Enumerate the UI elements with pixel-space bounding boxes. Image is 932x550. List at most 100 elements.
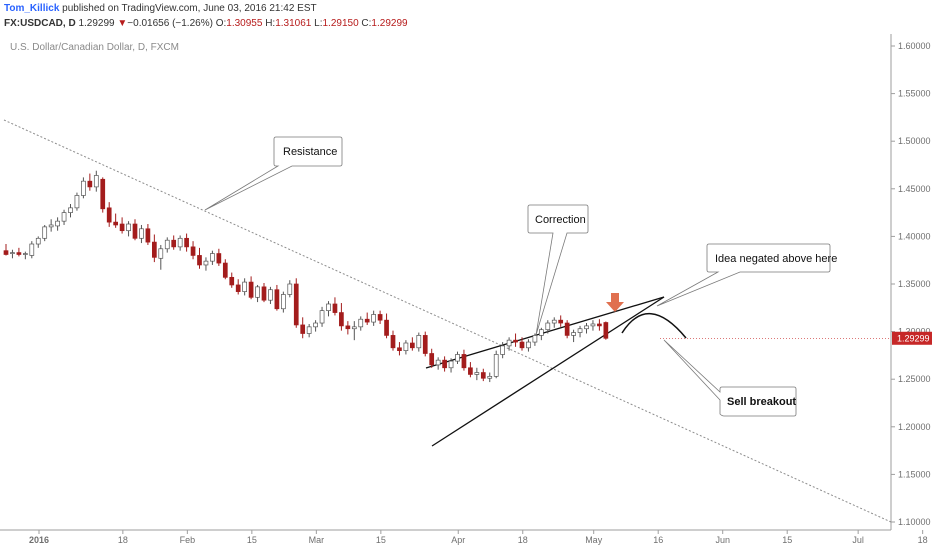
chart-header: Tom_Killick published on TradingView.com…	[0, 0, 932, 34]
candle-body	[326, 303, 331, 312]
candle	[371, 310, 376, 326]
candle-body	[416, 335, 422, 349]
candle	[106, 202, 112, 227]
candle	[61, 209, 67, 225]
open-label: O:	[215, 18, 227, 29]
candle	[577, 325, 583, 338]
candle	[538, 327, 544, 341]
candle	[584, 323, 589, 334]
candle-body	[281, 294, 286, 310]
svg-text:1.29299: 1.29299	[897, 333, 930, 343]
candle	[281, 291, 286, 313]
candle	[319, 306, 325, 327]
candle-body	[100, 178, 106, 210]
publish-line: Tom_Killick published on TradingView.com…	[4, 3, 317, 14]
candle-body	[468, 367, 473, 375]
candle	[87, 173, 93, 191]
candle-body	[222, 262, 228, 278]
candle	[416, 332, 422, 352]
price-tick-label: 1.45000	[898, 184, 931, 194]
candle	[558, 315, 564, 327]
candle	[455, 351, 460, 364]
candle-body	[442, 359, 447, 369]
down-arrow-marker-icon	[606, 293, 624, 312]
author-link[interactable]: Tom_Killick	[4, 3, 60, 14]
candle	[197, 247, 202, 269]
change-value: −0.01656 (−1.26%)	[127, 18, 213, 29]
candle	[487, 372, 493, 383]
candle-body	[422, 335, 428, 354]
candle	[603, 321, 609, 340]
candle-body	[371, 314, 376, 323]
candle	[184, 233, 189, 252]
candle	[448, 358, 454, 373]
candle-body	[390, 335, 396, 349]
candle-body	[184, 237, 189, 248]
candle-body	[126, 223, 131, 232]
time-axis: 2016 18 Feb 15 Mar 15 Apr 18 May 16 Jun 15 Jul 18	[29, 530, 928, 545]
candle-body	[3, 250, 9, 255]
candle	[145, 224, 151, 245]
candle	[68, 204, 73, 218]
candle-body	[113, 221, 119, 226]
time-tick-label: 16	[653, 535, 663, 545]
candle-body	[397, 347, 402, 351]
candle	[74, 192, 80, 211]
candle	[23, 251, 28, 260]
candle-body	[590, 323, 596, 327]
candle-body	[455, 354, 460, 362]
candle	[293, 278, 299, 328]
candle	[216, 248, 222, 266]
candle	[242, 278, 247, 296]
candle-body	[216, 253, 222, 264]
candlestick-series	[3, 170, 609, 383]
candle	[500, 342, 505, 359]
candle	[597, 319, 602, 331]
candle-body	[23, 253, 28, 255]
time-tick-label: 2016	[29, 535, 49, 545]
time-tick-label: Mar	[309, 535, 325, 545]
candle-body	[158, 248, 164, 259]
candle	[442, 356, 447, 372]
sell-breakout-callout: Sell breakout	[663, 339, 796, 417]
candle	[351, 321, 357, 341]
candle	[158, 244, 164, 270]
candle-body	[229, 276, 235, 286]
candle	[390, 330, 396, 351]
candle	[306, 323, 312, 338]
candle-body	[55, 220, 60, 227]
candle-body	[351, 326, 357, 330]
time-tick-label: Jul	[852, 535, 864, 545]
candle	[435, 357, 441, 370]
candle-body	[164, 239, 170, 250]
candle	[480, 368, 486, 382]
candle-body	[384, 319, 389, 336]
candle	[100, 177, 106, 213]
published-text: published on TradingView.com, June 03, 2…	[62, 3, 317, 14]
candle-body	[500, 345, 505, 355]
candle	[235, 279, 241, 295]
resistance-trendline	[3, 119, 892, 523]
candle-body	[145, 228, 151, 243]
candle	[126, 221, 131, 237]
candle-body	[410, 342, 415, 349]
price-tick-label: 1.60000	[898, 41, 931, 51]
candle-body	[603, 322, 609, 339]
candle	[532, 333, 538, 346]
candle-body	[132, 223, 138, 239]
candle-body	[300, 324, 306, 334]
candle	[519, 337, 525, 351]
candle-body	[564, 322, 570, 336]
chart-title: U.S. Dollar/Canadian Dollar, D, FXCM	[10, 42, 179, 53]
rounding-top-arc	[621, 313, 687, 339]
candle-body	[513, 339, 518, 343]
candle	[261, 283, 267, 303]
candle-body	[268, 289, 273, 301]
price-tick-label: 1.50000	[898, 136, 931, 146]
candle	[55, 217, 60, 231]
candle	[551, 317, 557, 328]
candle-body	[10, 252, 15, 254]
candle-body	[474, 372, 480, 375]
candle-body	[29, 243, 35, 256]
